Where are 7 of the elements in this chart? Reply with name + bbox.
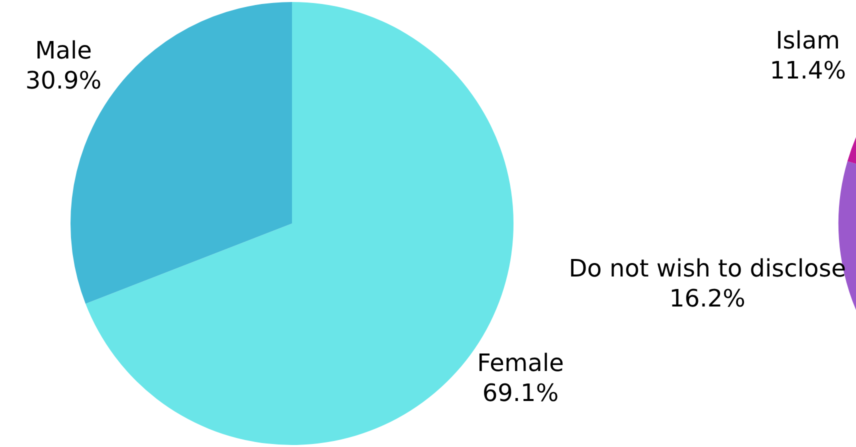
slice-label: Female <box>477 349 564 378</box>
data-label: 30.9% <box>25 66 102 94</box>
data-label: 11.4% <box>770 56 846 85</box>
slice-label: Islam <box>776 26 840 55</box>
data-label: 16.2% <box>669 284 746 312</box>
slice-label: Male <box>35 36 92 64</box>
data-label: 69.1% <box>482 379 559 408</box>
